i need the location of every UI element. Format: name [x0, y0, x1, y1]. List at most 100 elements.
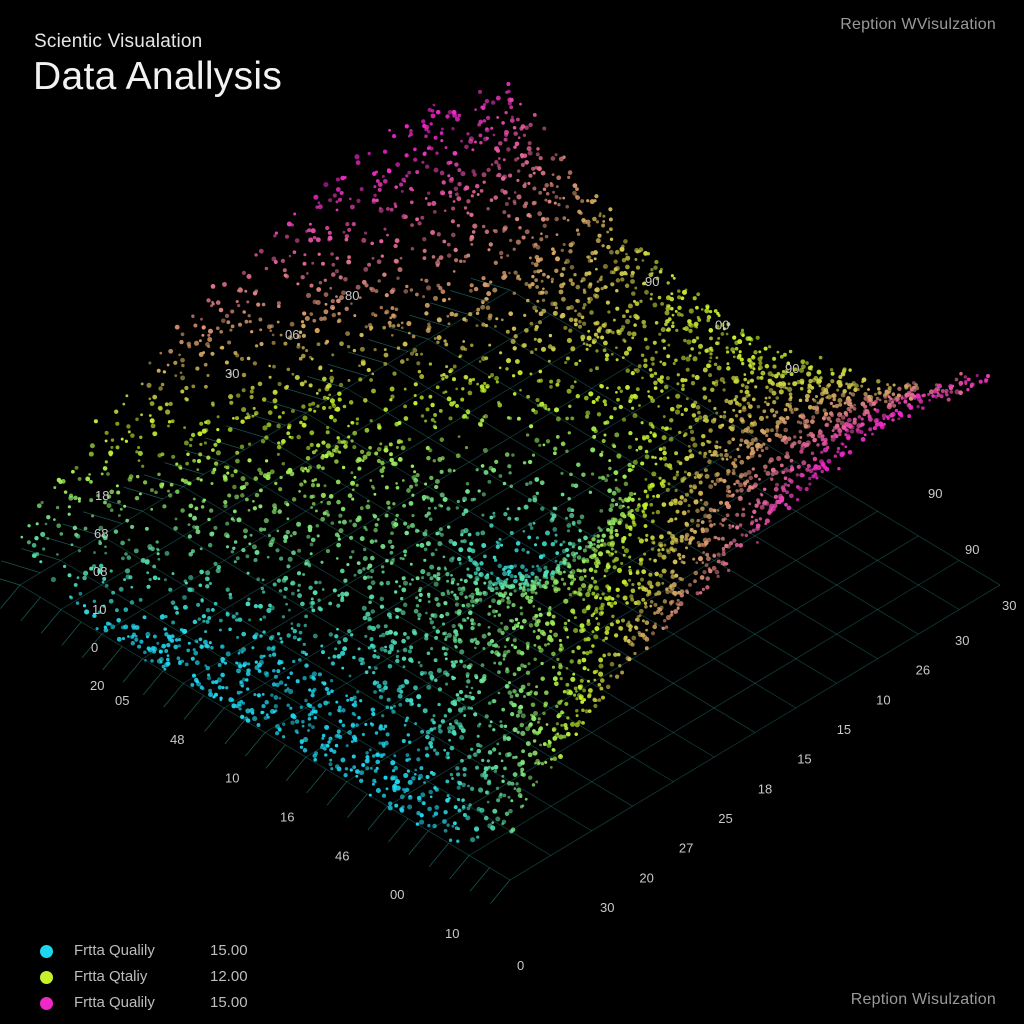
data-point	[370, 580, 376, 586]
data-point	[458, 689, 464, 695]
data-point	[725, 503, 732, 510]
edge-tick	[40, 609, 62, 634]
data-point	[581, 472, 586, 477]
data-point	[82, 604, 87, 608]
data-point	[667, 463, 673, 469]
data-point	[522, 618, 527, 624]
data-point	[571, 520, 576, 525]
data-point	[492, 514, 496, 518]
data-point	[645, 495, 649, 499]
data-point	[640, 421, 644, 425]
data-point	[359, 506, 364, 511]
data-point	[863, 391, 868, 397]
data-point	[652, 494, 655, 498]
data-point	[370, 287, 376, 293]
data-point	[892, 383, 896, 387]
data-point	[708, 507, 714, 513]
data-point	[487, 701, 492, 705]
data-point	[468, 138, 474, 144]
data-point	[712, 508, 717, 513]
data-point	[657, 548, 661, 552]
data-point	[662, 415, 666, 419]
data-point	[751, 397, 756, 402]
data-point	[241, 372, 247, 378]
data-point	[384, 740, 389, 746]
data-point	[142, 615, 147, 620]
data-point	[478, 360, 482, 363]
data-point	[503, 724, 508, 728]
data-point	[308, 383, 313, 388]
data-point	[621, 539, 625, 544]
data-point	[594, 288, 598, 292]
data-point	[403, 404, 408, 409]
data-point	[403, 180, 407, 183]
data-point	[558, 196, 562, 200]
data-point	[600, 475, 606, 481]
data-point	[593, 585, 599, 591]
data-point	[192, 497, 196, 501]
data-point	[307, 527, 313, 533]
data-point	[459, 578, 463, 582]
data-point	[669, 427, 672, 431]
data-point	[478, 119, 484, 125]
data-point	[427, 130, 431, 134]
data-point	[272, 669, 276, 673]
data-point	[353, 713, 357, 717]
data-point	[335, 200, 339, 204]
data-point	[484, 127, 490, 133]
data-point	[470, 686, 474, 690]
data-point	[328, 198, 333, 203]
data-point	[411, 188, 415, 192]
data-point	[679, 495, 685, 500]
data-point	[457, 113, 462, 118]
data-point	[326, 426, 330, 430]
data-point	[595, 349, 599, 353]
data-point	[311, 706, 316, 711]
data-point	[343, 772, 348, 778]
data-point	[386, 168, 392, 174]
grid-line	[509, 289, 1001, 586]
data-point	[285, 529, 291, 535]
data-point	[688, 328, 693, 334]
data-point	[367, 262, 372, 267]
data-point	[661, 554, 667, 560]
data-point	[452, 541, 458, 547]
data-point	[337, 705, 342, 710]
data-point	[610, 596, 615, 601]
data-point	[242, 663, 247, 668]
data-point	[205, 342, 210, 347]
data-point	[370, 625, 376, 632]
data-point	[693, 475, 697, 479]
data-point	[450, 725, 456, 731]
data-point	[751, 355, 755, 358]
data-point	[457, 181, 462, 187]
data-point	[612, 318, 616, 322]
data-point	[549, 629, 553, 633]
data-point	[797, 439, 802, 445]
data-point	[725, 457, 729, 461]
data-point	[586, 621, 591, 627]
data-point	[513, 334, 518, 339]
data-point	[454, 192, 459, 197]
data-point	[586, 618, 591, 623]
data-point	[577, 546, 582, 551]
data-point	[295, 679, 300, 684]
data-point	[565, 449, 569, 453]
data-point	[497, 166, 502, 170]
data-point	[35, 522, 39, 526]
data-point	[395, 485, 400, 490]
data-point	[204, 643, 209, 648]
data-point	[329, 758, 333, 762]
data-point	[805, 467, 810, 472]
data-point	[405, 758, 409, 762]
data-point	[649, 600, 654, 604]
data-point	[595, 220, 600, 224]
data-point	[635, 570, 640, 575]
data-point	[258, 317, 263, 322]
data-point	[661, 479, 666, 484]
data-point	[254, 253, 258, 257]
data-point	[684, 532, 690, 538]
data-point	[213, 601, 218, 606]
data-point	[351, 488, 355, 492]
data-point	[230, 324, 235, 329]
